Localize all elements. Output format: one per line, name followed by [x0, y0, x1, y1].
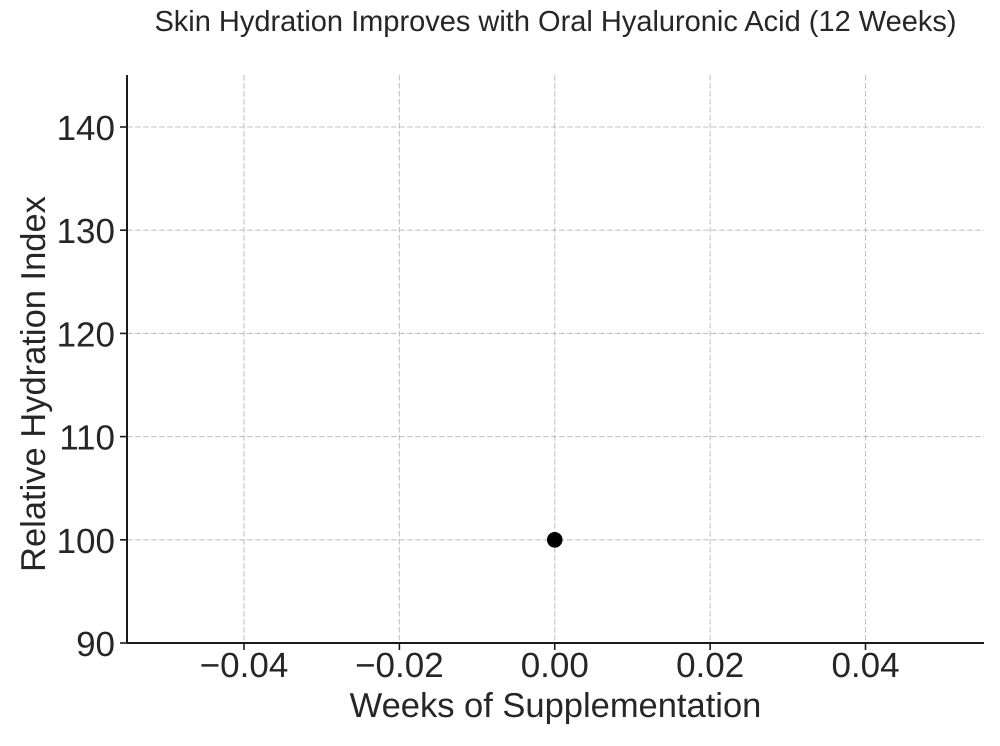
svg-text:100: 100 — [57, 522, 115, 561]
svg-text:0.02: 0.02 — [676, 646, 744, 685]
svg-text:Weeks of Supplementation: Weeks of Supplementation — [350, 687, 762, 725]
svg-text:Skin Hydration Improves with O: Skin Hydration Improves with Oral Hyalur… — [154, 6, 956, 38]
svg-text:0.00: 0.00 — [521, 646, 589, 685]
svg-text:120: 120 — [57, 315, 115, 354]
svg-text:−0.04: −0.04 — [200, 646, 289, 685]
svg-text:0.04: 0.04 — [831, 646, 899, 685]
svg-text:90: 90 — [76, 625, 115, 664]
svg-text:Relative Hydration Index: Relative Hydration Index — [15, 196, 53, 572]
svg-text:110: 110 — [59, 419, 115, 458]
svg-text:−0.02: −0.02 — [355, 646, 444, 685]
svg-text:130: 130 — [57, 212, 115, 251]
svg-text:140: 140 — [57, 109, 115, 148]
